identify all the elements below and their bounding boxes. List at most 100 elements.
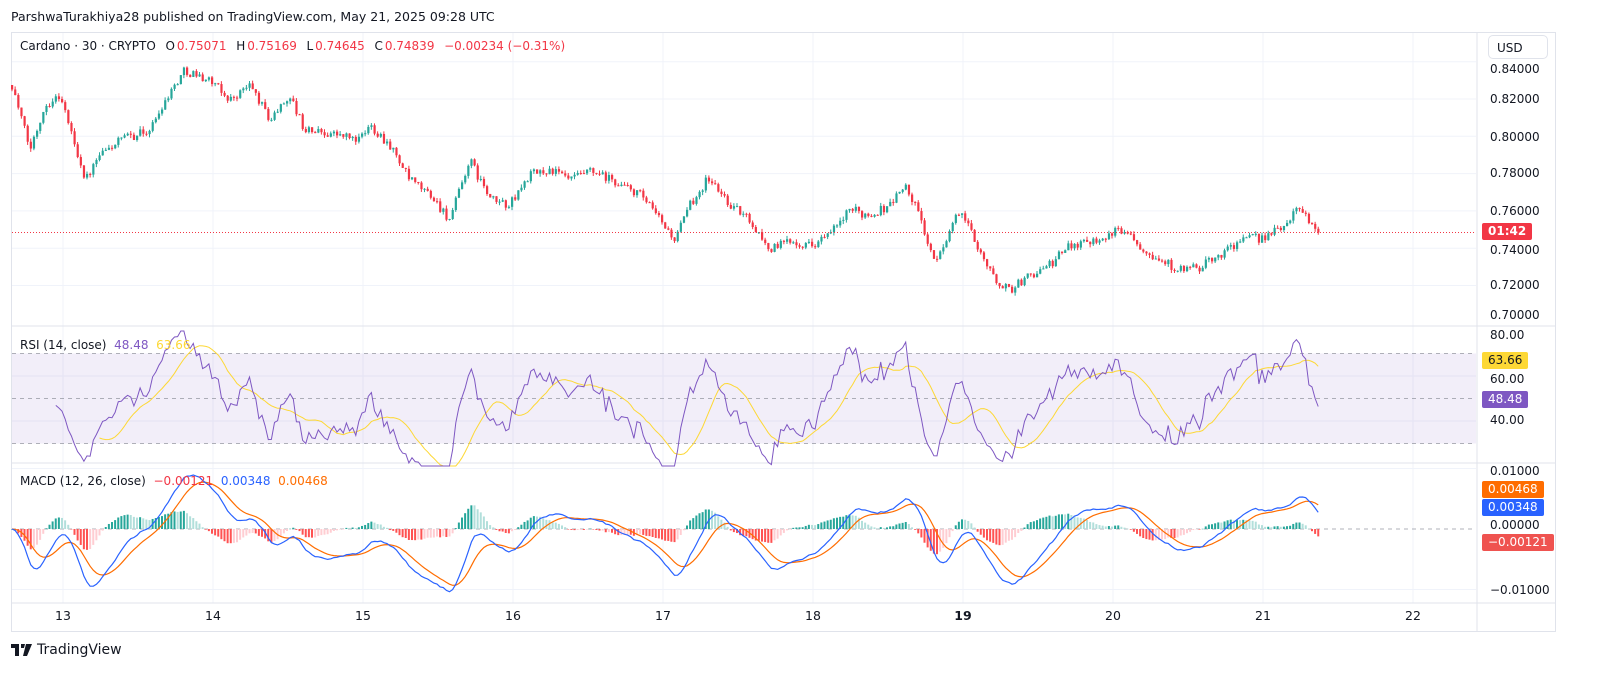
candle-body <box>273 112 276 120</box>
candle-body <box>682 216 686 223</box>
macd-histogram-bar <box>661 529 663 540</box>
macd-histogram-bar <box>298 529 301 532</box>
macd-histogram-bar <box>1154 529 1157 541</box>
candle-body <box>20 107 23 117</box>
macd-histogram-bar <box>1304 525 1307 529</box>
candle-body <box>411 177 414 180</box>
macd-histogram-bar <box>1011 529 1013 540</box>
symbol-legend: Cardano · 30 · CRYPTO O 0.75071 H 0.75169 … <box>20 39 567 53</box>
candle-body <box>1145 251 1148 254</box>
candle-body <box>742 213 745 215</box>
candle-body <box>379 133 382 137</box>
macd-histogram-bar <box>295 529 298 530</box>
high-value: 0.75169 <box>247 39 297 53</box>
macd-histogram-bar <box>842 516 845 529</box>
macd-histogram-bar <box>1061 514 1063 529</box>
candle-body <box>1151 254 1154 260</box>
macd-histogram-bar <box>773 529 776 541</box>
macd-histogram-bar <box>429 529 432 538</box>
candle-body <box>1107 233 1111 240</box>
macd-histogram-bar <box>367 523 370 529</box>
candle-body <box>1001 286 1004 289</box>
candle-body <box>220 84 223 93</box>
macd-histogram-bar <box>517 527 520 529</box>
candle-body <box>29 141 32 149</box>
macd-histogram-bar <box>886 527 888 529</box>
candle-body <box>107 147 111 150</box>
rsi-tick: 60.00 <box>1490 372 1525 386</box>
symbol-title[interactable]: Cardano · 30 · CRYPTO <box>20 39 156 53</box>
candle-body <box>557 169 561 172</box>
chart-frame[interactable] <box>11 32 1556 632</box>
macd-histogram-bar <box>317 529 320 536</box>
macd-histogram-bar <box>1282 526 1285 529</box>
macd-histogram-bar <box>611 529 613 533</box>
macd-histogram-bar <box>720 519 723 529</box>
macd-histogram-bar <box>761 529 763 542</box>
candle-body <box>176 84 179 86</box>
candle-body <box>1067 243 1070 251</box>
macd-histogram-bar <box>954 525 957 529</box>
macd-histogram-bar <box>242 529 245 538</box>
macd-histogram-bar <box>829 519 832 529</box>
macd-histogram-bar <box>651 529 654 537</box>
time-tick: 17 <box>655 608 671 623</box>
macd-histogram-bar <box>1226 520 1229 529</box>
macd-histogram-bar <box>64 520 67 529</box>
macd-histogram-bar <box>698 513 701 529</box>
candle-body <box>426 188 429 191</box>
candle-body <box>1173 269 1176 272</box>
macd-histogram-bar <box>398 529 401 536</box>
candle-body <box>970 223 973 230</box>
candle-body <box>26 125 29 142</box>
candle-body <box>1054 259 1057 267</box>
candle-body <box>951 222 954 231</box>
macd-histogram-bar <box>861 520 863 529</box>
candle-body <box>526 181 529 183</box>
candle-body <box>336 131 339 136</box>
macd-histogram-bar <box>876 528 879 529</box>
candle-body <box>770 249 773 252</box>
rsi-title[interactable]: RSI (14, close) <box>20 338 107 352</box>
macd-histogram-bar <box>167 513 170 529</box>
macd-histogram-bar <box>776 529 779 539</box>
macd-histogram-bar <box>1004 529 1007 543</box>
macd-histogram-bar <box>582 529 585 530</box>
candle-body <box>1061 251 1064 253</box>
macd-histogram-bar <box>1211 524 1213 529</box>
candle-body <box>939 251 942 259</box>
macd-histogram-bar <box>382 526 385 529</box>
candle-body <box>995 274 998 284</box>
macd-histogram-bar <box>701 512 704 529</box>
candle-body <box>536 169 539 174</box>
candle-body <box>1314 223 1317 229</box>
macd-histogram-bar <box>642 529 645 535</box>
macd-histogram-bar <box>1051 516 1054 529</box>
macd-histogram-bar <box>836 517 838 529</box>
tradingview-logo[interactable]: TradingView <box>11 642 122 658</box>
candle-body <box>486 186 489 195</box>
candle-body <box>98 155 101 161</box>
macd-histogram-bar <box>786 529 788 531</box>
candle-body <box>1301 209 1304 213</box>
candle-body <box>926 234 929 244</box>
candle-body <box>1114 227 1117 236</box>
candle-body <box>1167 259 1170 265</box>
macd-histogram-bar <box>817 524 820 529</box>
macd-histogram-bar <box>961 519 963 529</box>
macd-histogram-bar <box>304 529 307 538</box>
macd-title[interactable]: MACD (12, 26, close) <box>20 474 146 488</box>
macd-histogram-bar <box>217 529 220 537</box>
candle-body <box>567 175 570 179</box>
candle-body <box>711 181 714 184</box>
macd-line-value: 0.00348 <box>220 474 271 488</box>
macd-histogram-bar <box>1173 529 1176 539</box>
price-tick: 0.80000 <box>1490 130 1540 144</box>
candle-body <box>520 187 523 191</box>
macd-histogram-bar <box>901 522 904 529</box>
candle-body <box>761 232 764 240</box>
macd-histogram-bar <box>470 505 473 529</box>
currency-button[interactable]: USD <box>1488 35 1548 59</box>
candle-body <box>164 100 167 110</box>
